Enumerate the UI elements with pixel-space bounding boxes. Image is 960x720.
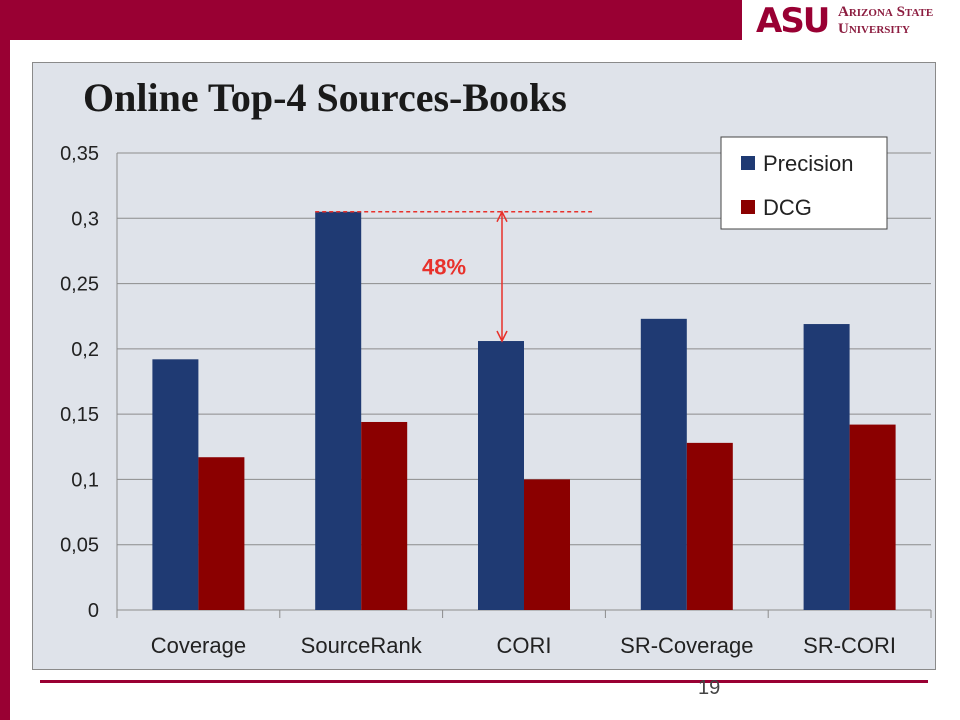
x-tick-label: CORI [497, 633, 552, 658]
chart-title: Online Top-4 Sources-Books [83, 75, 567, 120]
logo-university-name: Arizona State University [838, 4, 933, 38]
logo-line-2: University [838, 21, 910, 37]
bar-precision-coverage [152, 359, 199, 610]
y-tick-label: 0,25 [60, 274, 99, 296]
legend-swatch-dcg [741, 200, 755, 214]
bar-precision-sourcerank [315, 211, 362, 610]
y-tick-label: 0 [88, 600, 99, 622]
x-tick-label: SR-Coverage [620, 633, 753, 658]
bar-precision-cori [478, 341, 524, 610]
bar-dcg-sourcerank [361, 421, 408, 610]
y-tick-label: 0,35 [60, 143, 99, 165]
bar-precision-sr-cori [803, 324, 850, 610]
page-number: 19 [698, 677, 721, 699]
bar-dcg-cori [524, 479, 570, 610]
left-band [0, 0, 10, 720]
y-tick-label: 0,05 [60, 535, 99, 557]
logo-line-1: Arizona State [838, 4, 934, 20]
bar-chart: Online Top-4 Sources-Books 0 0,05 0,1 0,15 0,… [60, 75, 932, 658]
y-tick-label: 0,15 [60, 404, 99, 426]
y-tick-label: 0,2 [71, 339, 99, 361]
bar-precision-sr-coverage [640, 318, 687, 610]
annotation-arrow-head-bottom [496, 330, 508, 343]
y-tick-label: 0,3 [71, 208, 99, 230]
bar-dcg-coverage [198, 457, 245, 610]
legend-label-precision: Precision [763, 151, 853, 176]
legend-label-dcg: DCG [763, 195, 812, 220]
bar-dcg-sr-cori [849, 424, 896, 610]
x-tick-label: Coverage [151, 633, 246, 658]
x-tick-label: SourceRank [301, 633, 423, 658]
legend-swatch-precision [741, 156, 755, 170]
university-logo: ASU Arizona State University [742, 0, 960, 46]
logo-asu-mark: ASU [756, 1, 830, 41]
x-tick-label: SR-CORI [803, 633, 896, 658]
y-tick-label: 0,1 [71, 469, 99, 491]
annotation-label: 48% [422, 254, 466, 279]
annotation-arrow-head-top [496, 210, 508, 223]
chart-area: Online Top-4 Sources-Books 0 0,05 0,1 0,15 0,… [32, 62, 936, 670]
footer-rule [40, 680, 928, 683]
bar-dcg-sr-coverage [686, 442, 733, 610]
